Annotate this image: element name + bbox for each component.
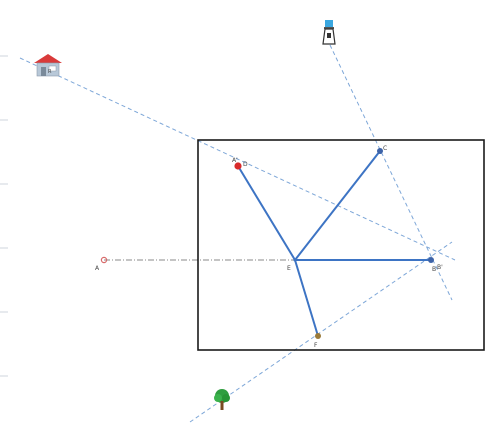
label-e: E <box>287 265 291 272</box>
label-a-prime: A' <box>232 157 238 164</box>
house-icon: R <box>34 54 62 77</box>
segment-e-d <box>237 165 296 261</box>
label-a: A <box>95 265 100 272</box>
point-c <box>377 148 383 154</box>
frame-rectangle <box>197 139 485 351</box>
point-e <box>293 258 297 262</box>
segment-e-f <box>294 259 319 337</box>
lighthouse-icon <box>322 20 336 45</box>
margin-ticks <box>0 55 8 377</box>
lighthouse-dashed-line <box>329 44 453 301</box>
house-dashed-line <box>19 57 456 261</box>
point-d <box>234 162 242 170</box>
label-b-prime: B' <box>437 264 443 271</box>
tree-icon <box>214 389 230 410</box>
point-a <box>100 256 108 264</box>
solid-segments <box>237 150 431 337</box>
label-b: B <box>432 266 436 273</box>
point-b <box>428 257 434 263</box>
point-f <box>315 333 321 339</box>
construction-lines <box>19 44 456 423</box>
segment-e-c <box>294 150 381 261</box>
house-sign: R <box>48 69 52 75</box>
label-c: C <box>383 145 387 152</box>
tree-dashed-line <box>189 241 453 423</box>
label-f: F <box>314 342 318 349</box>
label-d: D <box>243 161 248 168</box>
